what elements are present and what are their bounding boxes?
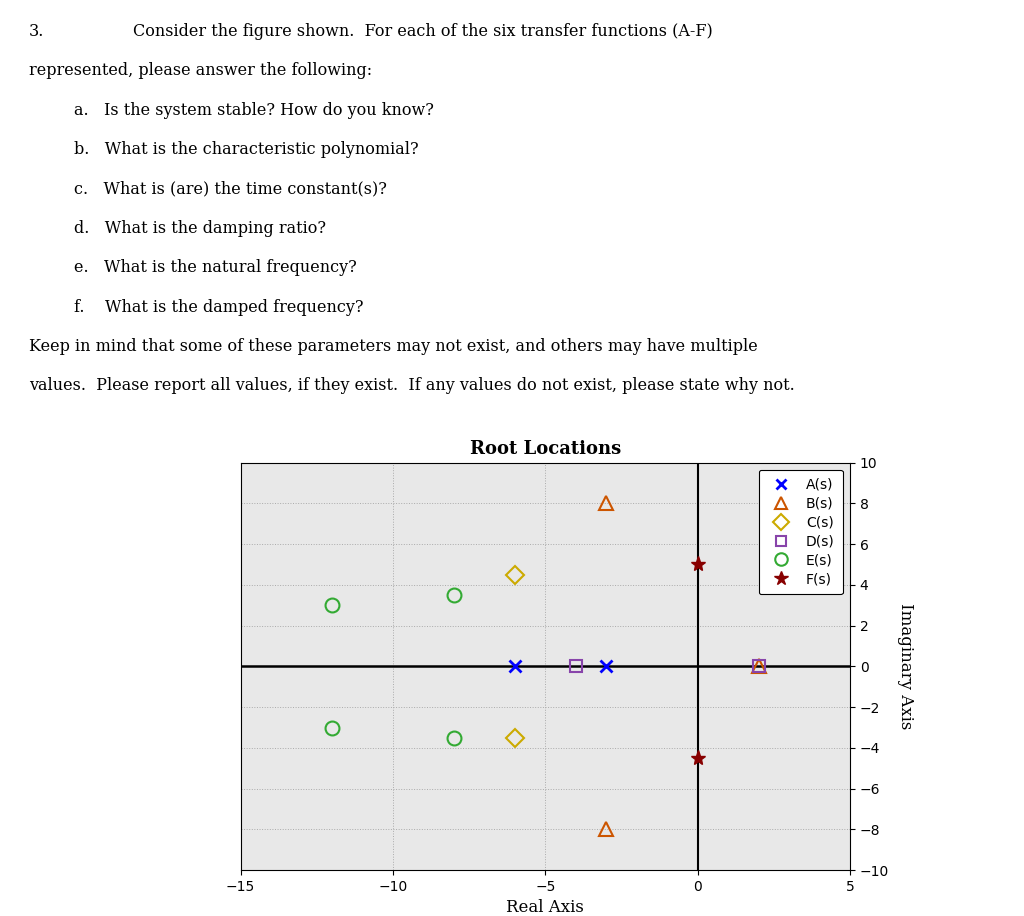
Title: Root Locations: Root Locations xyxy=(470,441,621,458)
Text: d.   What is the damping ratio?: d. What is the damping ratio? xyxy=(74,220,326,237)
Text: f.    What is the damped frequency?: f. What is the damped frequency? xyxy=(74,299,364,316)
X-axis label: Real Axis: Real Axis xyxy=(506,900,585,916)
Text: values.  Please report all values, if they exist.  If any values do not exist, p: values. Please report all values, if the… xyxy=(29,377,795,395)
Text: Consider the figure shown.  For each of the six transfer functions (A-F): Consider the figure shown. For each of t… xyxy=(133,23,713,40)
Text: a.   Is the system stable? How do you know?: a. Is the system stable? How do you know… xyxy=(74,102,433,119)
Text: represented, please answer the following:: represented, please answer the following… xyxy=(29,62,372,80)
Text: Keep in mind that some of these parameters may not exist, and others may have mu: Keep in mind that some of these paramete… xyxy=(29,338,758,355)
Text: 3.: 3. xyxy=(29,23,44,40)
Y-axis label: Imaginary Axis: Imaginary Axis xyxy=(897,604,913,729)
Text: c.   What is (are) the time constant(s)?: c. What is (are) the time constant(s)? xyxy=(74,180,387,198)
Text: e.   What is the natural frequency?: e. What is the natural frequency? xyxy=(74,259,356,277)
Legend: A(s), B(s), C(s), D(s), E(s), F(s): A(s), B(s), C(s), D(s), E(s), F(s) xyxy=(759,470,843,594)
Text: b.   What is the characteristic polynomial?: b. What is the characteristic polynomial… xyxy=(74,141,419,158)
